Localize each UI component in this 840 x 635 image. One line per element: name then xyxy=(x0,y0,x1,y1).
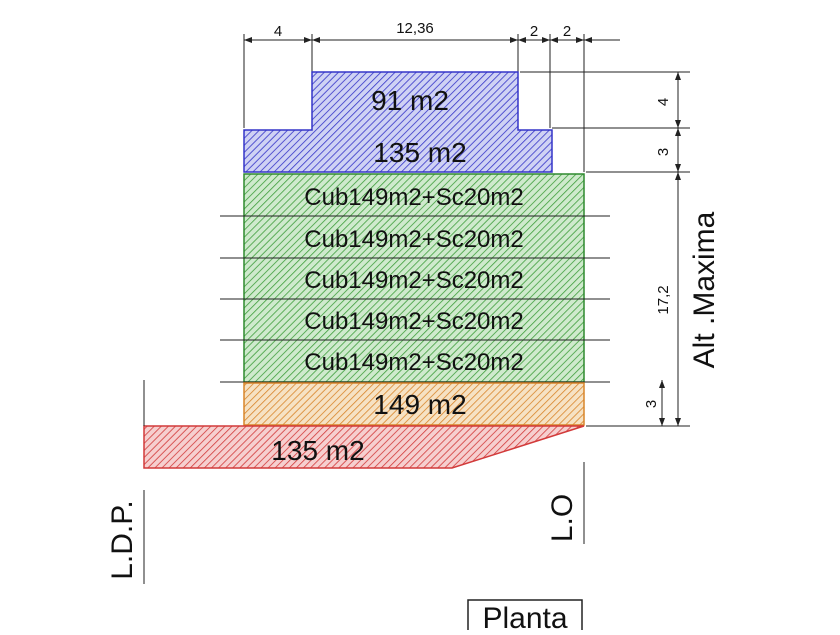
planta-box xyxy=(467,599,583,635)
ground-floor-area: 149 m2 xyxy=(373,389,466,420)
floor-label-3: Cub149m2+Sc20m2 xyxy=(304,267,523,294)
dim-top-1: 4 xyxy=(274,23,282,40)
typical-floors-block xyxy=(243,173,585,383)
top-dimension-chain: 4 12,36 2 2 xyxy=(243,20,620,172)
floor-label-1: Cub149m2+Sc20m2 xyxy=(304,184,523,211)
dim-top-3: 2 xyxy=(530,23,538,40)
floor-label-2: Cub149m2+Sc20m2 xyxy=(304,226,523,253)
view-label: Planta xyxy=(482,602,567,630)
penthouse-top-area: 91 m2 xyxy=(371,85,449,116)
dim-right-3: 17,2 xyxy=(655,285,672,314)
dim-right-2: 3 xyxy=(655,148,672,156)
max-height-label: Alt .Maxima xyxy=(688,211,721,368)
dim-top-2: 12,36 xyxy=(396,20,434,37)
ground-floor-block xyxy=(243,382,585,426)
lo-label: L.O xyxy=(546,494,579,542)
penthouse-block xyxy=(243,71,553,173)
floor-label-4: Cub149m2+Sc20m2 xyxy=(304,308,523,335)
floor-label-5: Cub149m2+Sc20m2 xyxy=(304,349,523,376)
dim-right-4: 3 xyxy=(643,400,660,408)
dim-top-4: 2 xyxy=(563,23,571,40)
penthouse-low-area: 135 m2 xyxy=(373,137,466,168)
basement-area: 135 m2 xyxy=(271,435,364,466)
dim-right-1: 4 xyxy=(655,98,672,106)
basement-block xyxy=(143,425,585,469)
right-dimension-chain: 4 3 17,2 3 Alt .Maxima xyxy=(520,71,721,427)
ldp-label: L.D.P. xyxy=(106,500,139,580)
